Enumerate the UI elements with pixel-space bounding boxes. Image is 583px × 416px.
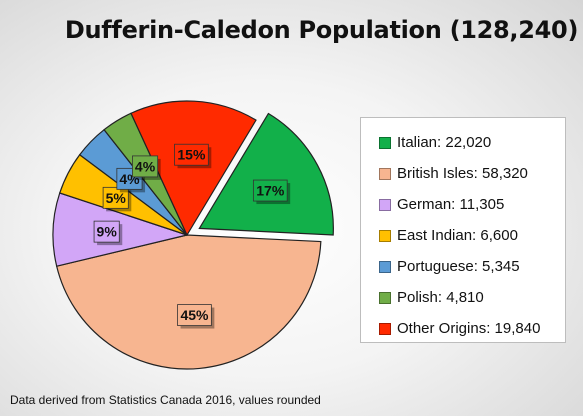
legend-item-other-origins: Other Origins: 19,840: [379, 313, 565, 344]
slice-label-polish: 4%: [132, 155, 161, 180]
legend-label: East Indian: 6,600: [397, 227, 518, 244]
legend-label: Italian: 22,020: [397, 134, 492, 151]
pie-slice-italian: [198, 112, 334, 236]
legend-label: German: 11,305: [397, 196, 505, 213]
svg-text:17%: 17%: [256, 183, 285, 199]
legend-item-polish: Polish: 4,810: [379, 282, 565, 313]
legend-swatch: [379, 167, 391, 180]
legend: Italian: 22,020 British Isles: 58,320 Germ…: [360, 117, 566, 343]
svg-text:9%: 9%: [97, 224, 118, 240]
legend-item-italian: Italian: 22,020: [379, 127, 565, 158]
pie-slice-other-origins: [130, 100, 257, 237]
legend-label: Polish: 4,810: [397, 289, 484, 306]
legend-label: Portuguese: 5,345: [397, 258, 520, 275]
slice-label-other-origins: 15%: [174, 143, 212, 169]
slice-label-italian: 17%: [252, 179, 291, 205]
legend-swatch: [379, 322, 391, 335]
legend-label: Other Origins: 19,840: [397, 320, 541, 337]
legend-swatch: [379, 198, 391, 211]
slice-label-east-indian: 5%: [102, 186, 132, 212]
legend-swatch: [379, 229, 391, 242]
chart-title: Dufferin-Caledon Population (128,240): [64, 16, 579, 44]
svg-text:45%: 45%: [180, 307, 209, 323]
legend-item-east-indian: East Indian: 6,600: [379, 220, 565, 251]
legend-label: British Isles: 58,320: [397, 165, 528, 182]
slice-label-german: 9%: [93, 220, 123, 246]
legend-swatch: [379, 260, 391, 273]
legend-swatch: [379, 136, 391, 149]
source-note: Data derived from Statistics Canada 2016…: [10, 393, 321, 407]
svg-text:5%: 5%: [106, 190, 127, 206]
pie-slice-british-isles: [55, 234, 322, 370]
svg-text:15%: 15%: [177, 147, 206, 163]
pie-labels: 17%45%9%5%4%4%15%: [93, 143, 291, 329]
svg-text:4%: 4%: [135, 158, 156, 174]
slice-label-british-isles: 45%: [177, 304, 215, 329]
legend-item-british-isles: British Isles: 58,320: [379, 158, 565, 189]
legend-swatch: [379, 291, 391, 304]
legend-item-german: German: 11,305: [379, 189, 565, 220]
legend-item-portuguese: Portuguese: 5,345: [379, 251, 565, 282]
